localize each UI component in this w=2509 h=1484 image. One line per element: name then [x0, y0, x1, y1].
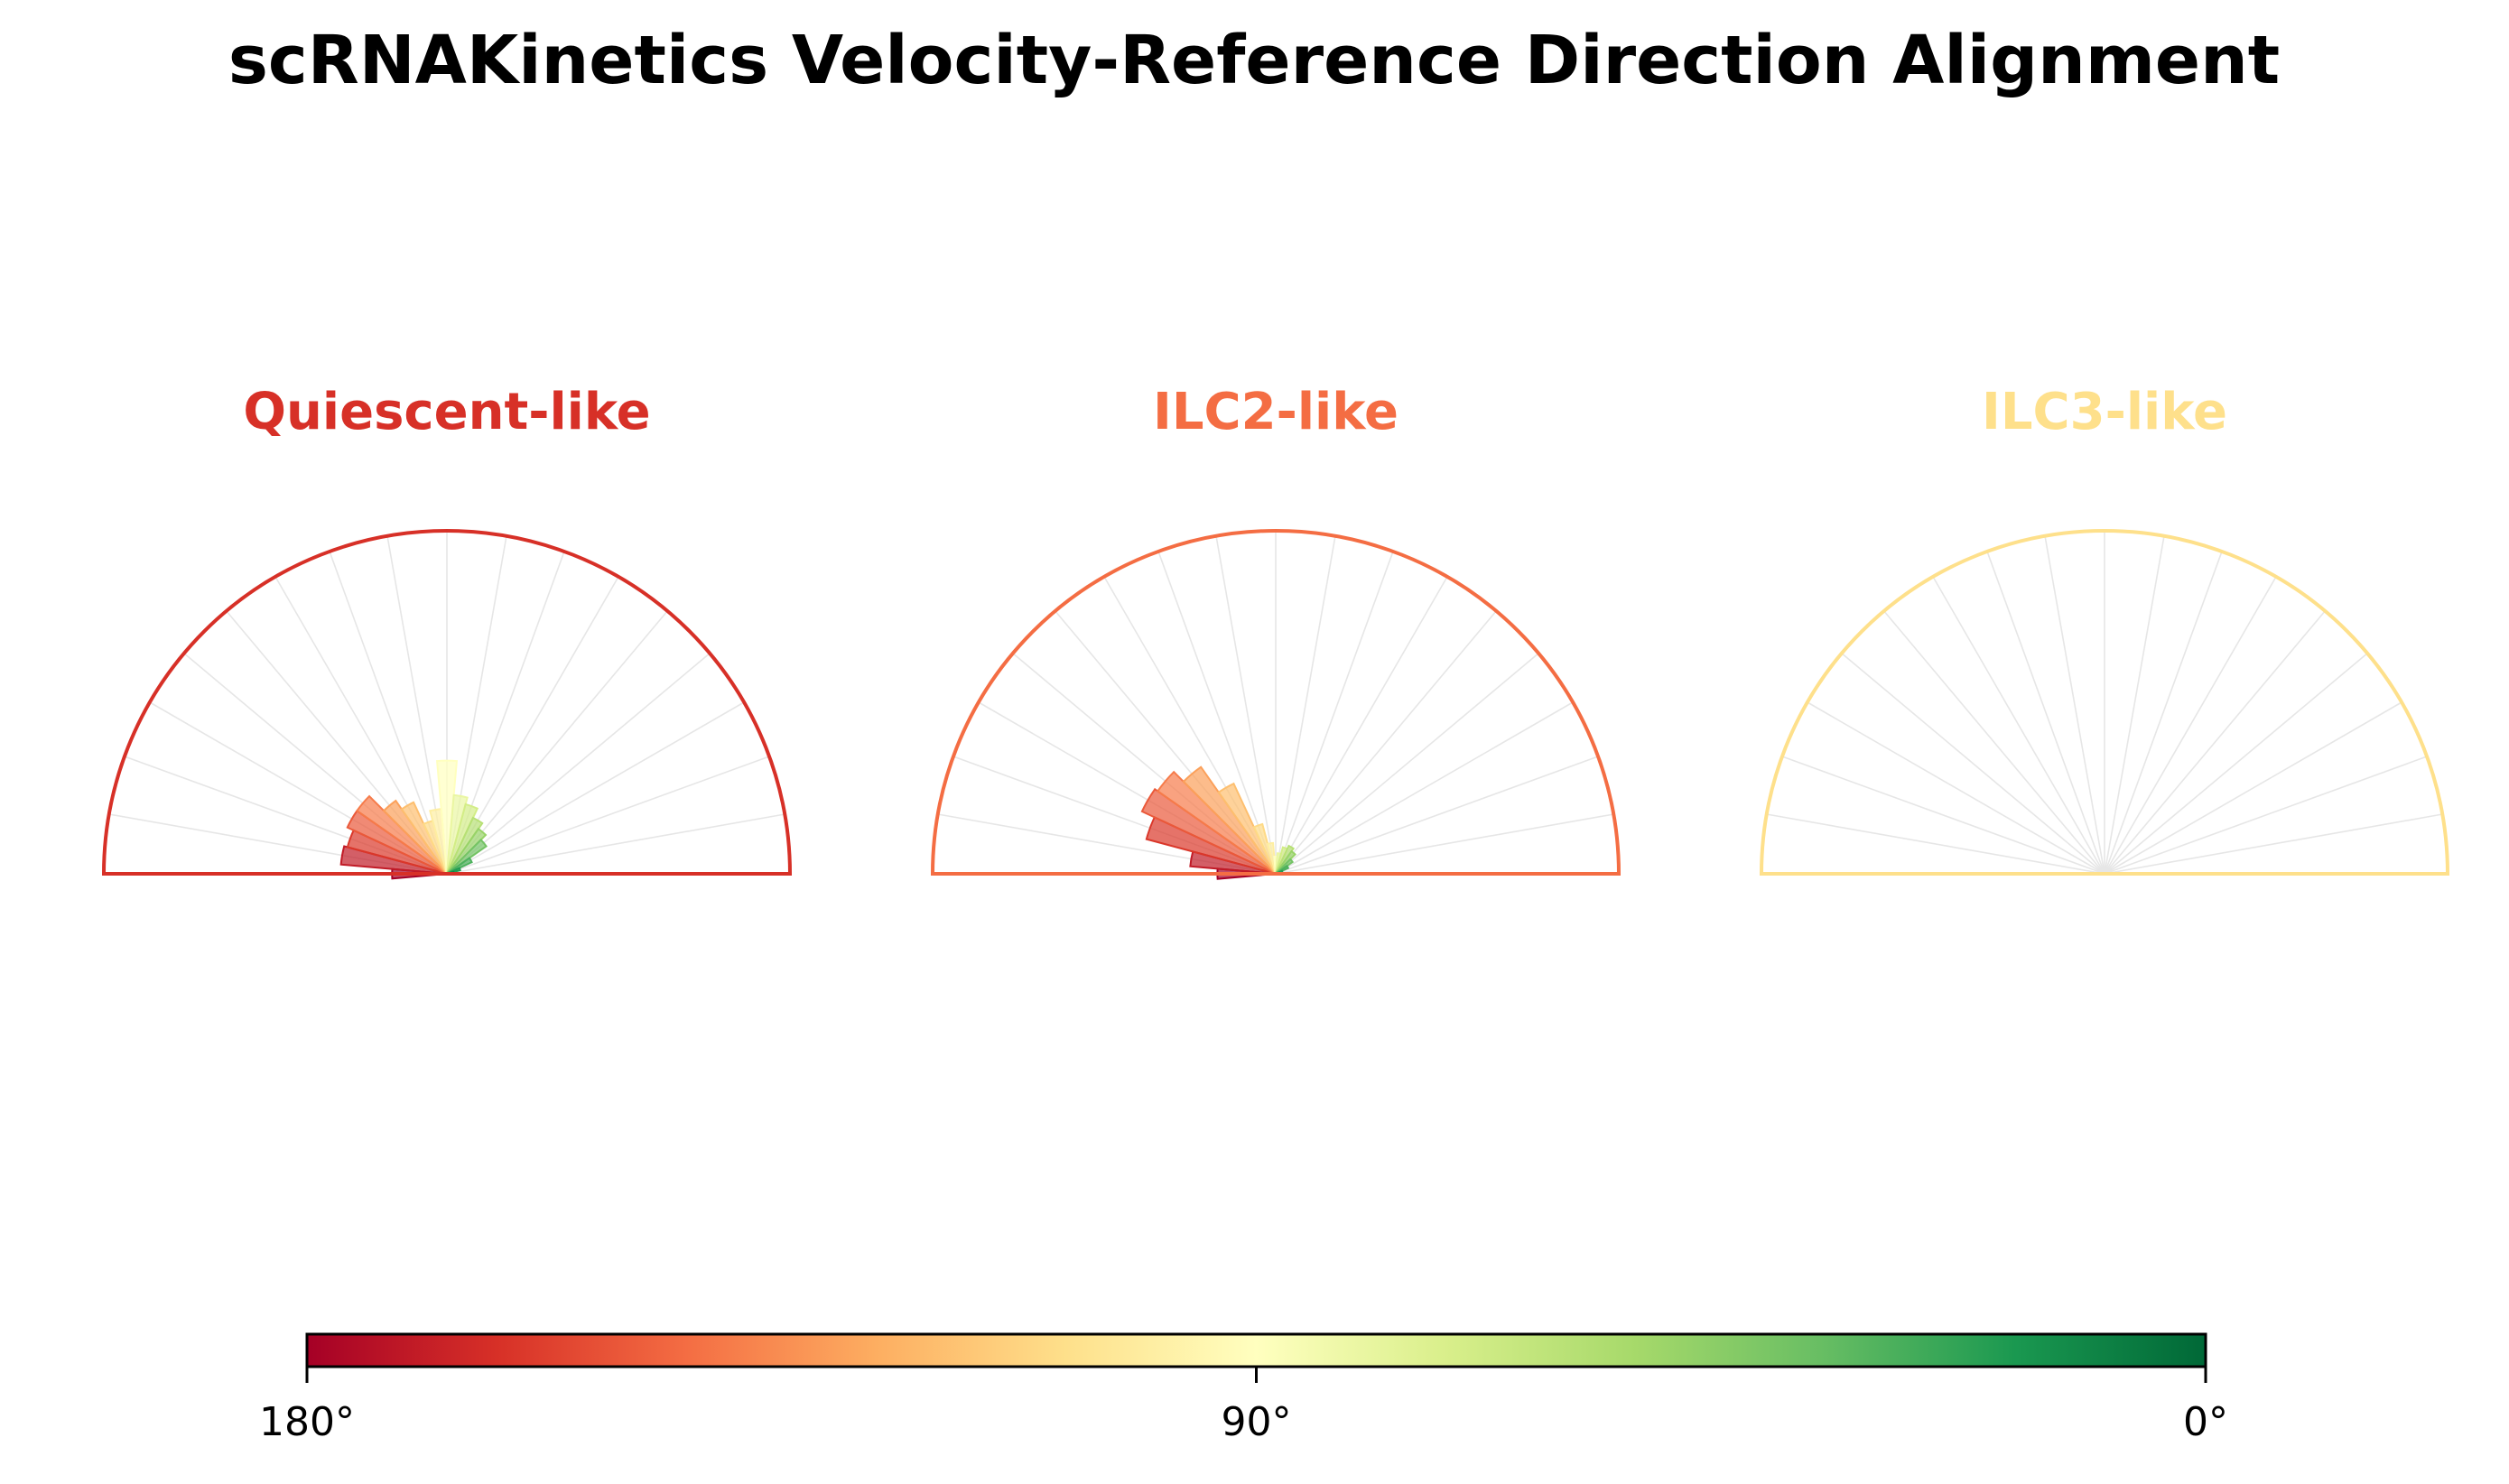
wedge-bar — [446, 838, 488, 875]
angular-gridline — [446, 653, 711, 875]
panel-outline — [930, 529, 1622, 876]
angular-gridline — [2044, 535, 2105, 875]
wedge-bar — [1156, 770, 1277, 875]
angular-gridline — [1275, 610, 1497, 875]
angular-gridline — [1275, 756, 1599, 875]
angular-gridline — [1275, 701, 1574, 875]
angular-gridline — [2104, 756, 2428, 875]
angular-gridline — [1986, 551, 2105, 875]
angular-gridline — [2104, 610, 2326, 875]
panel-0: Quiescent-like — [101, 383, 793, 880]
angular-gridline — [1766, 813, 2105, 875]
angular-gridline — [1275, 813, 1614, 875]
angular-gridline — [1157, 551, 1277, 875]
angular-gridline — [1841, 653, 2105, 875]
wedge-bar — [355, 794, 448, 875]
angular-gridline — [2104, 535, 2165, 875]
colorbar-tick-label: 180° — [259, 1399, 355, 1445]
angular-gridline — [446, 701, 745, 875]
panel-outline — [101, 529, 793, 876]
panels: Quiescent-like ILC2-like ILC3-like — [101, 383, 2450, 880]
panel-title: Quiescent-like — [243, 383, 650, 441]
wedge-bar — [446, 857, 473, 875]
colorbar-ticks: 180° 90° 0° — [259, 1367, 2228, 1445]
angular-gridline — [2104, 813, 2443, 875]
angular-gridline — [446, 610, 668, 875]
wedge-bar — [1140, 787, 1277, 875]
panel-title: ILC3-like — [1982, 383, 2227, 441]
angular-gridline — [446, 813, 785, 875]
colorbar-tick-label: 90° — [1222, 1399, 1292, 1445]
wedge-bar — [382, 799, 448, 875]
angular-gridline — [2104, 551, 2223, 875]
colorbar: 180° 90° 0° — [259, 1332, 2228, 1445]
angular-gridline — [2104, 653, 2368, 875]
angular-gridline — [1275, 576, 1448, 875]
panel-2: ILC3-like — [1759, 383, 2450, 876]
angular-gridline — [446, 756, 770, 875]
colorbar-bar — [305, 1332, 2207, 1368]
angular-gridline — [1807, 701, 2105, 875]
panel-title: ILC2-like — [1153, 383, 1399, 441]
wedge-bar — [1252, 822, 1277, 875]
colorbar-tick-label: 0° — [2183, 1399, 2228, 1445]
wedge-bar — [1217, 782, 1277, 875]
wedge-bar — [446, 827, 488, 875]
angular-gridline — [1932, 576, 2105, 875]
angular-gridline — [1781, 756, 2105, 875]
angular-gridline — [1275, 653, 1539, 875]
wedge-bar — [1266, 841, 1277, 875]
angular-gridline — [1275, 551, 1394, 875]
wedge-bar — [435, 759, 459, 875]
panel-1: ILC2-like — [930, 383, 1622, 880]
angular-gridline — [1883, 610, 2105, 875]
chart-title: scRNAKinetics Velocity-Reference Directi… — [228, 22, 2280, 99]
wedge-bar — [1182, 765, 1277, 875]
angular-gridline — [1275, 535, 1336, 875]
angular-gridline — [329, 551, 448, 875]
angular-gridline — [1215, 535, 1277, 875]
panel-outline — [1759, 529, 2450, 876]
angular-gridline — [2104, 701, 2402, 875]
wedge-bar — [400, 801, 448, 875]
angular-gridline — [2104, 576, 2277, 875]
